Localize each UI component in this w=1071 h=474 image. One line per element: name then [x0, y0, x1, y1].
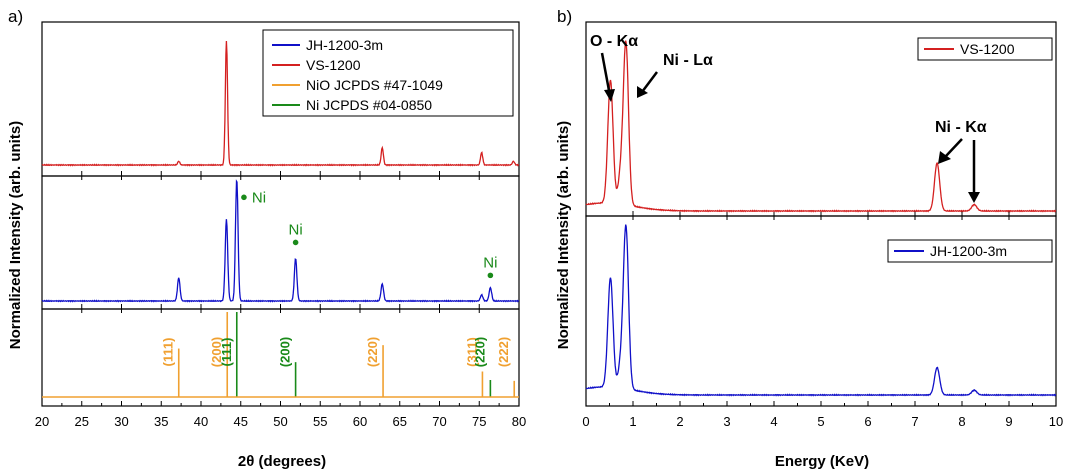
panel-b-x-tick-label: 6 [864, 414, 871, 429]
panel-a-x-label: 2θ (degrees) [238, 453, 326, 470]
panel-a-x-tick-label: 50 [273, 414, 287, 429]
panel-a-x-tick-label: 75 [472, 414, 486, 429]
arrowhead-ni-ka-1 [938, 151, 951, 164]
panel-a-x-tick-label: 45 [234, 414, 248, 429]
panel-b-x-label: Energy (KeV) [775, 453, 869, 470]
panel-b-x-tick-label: 8 [958, 414, 965, 429]
panel-b-legend-top: VS-1200 [917, 37, 1053, 61]
legend-label-vs: VS-1200 [306, 57, 361, 73]
series-line-vs-1200-eds [585, 40, 1057, 213]
panel-b-legend-top-box [917, 37, 1053, 61]
panel-b-x-tick-label: 5 [817, 414, 824, 429]
reference-hkl-label-8: (222) [496, 337, 511, 367]
arrowhead-o-ka [604, 89, 615, 102]
reference-hkl-label-2: (200) [209, 337, 224, 367]
reference-hkl-label-4: (200) [278, 337, 293, 367]
panel-a-x-tick-label: 30 [114, 414, 128, 429]
legend-label-ni: Ni JCPDS #04-0850 [306, 97, 432, 113]
panel-b-x-tick-label: 4 [770, 414, 777, 429]
reference-hkl-label-1: (111) [161, 338, 176, 367]
panel-a-x-tick-label: 70 [432, 414, 446, 429]
reference-hkl-label-6: (311) [464, 337, 479, 367]
panel-b-annotations: O - Kα Ni - Lα Ni - Kα [590, 33, 987, 203]
panel-a-x-tick-label: 20 [35, 414, 49, 429]
panel-b-legend-top-label: VS-1200 [960, 41, 1015, 57]
panel-b-x-tick-label: 1 [629, 414, 636, 429]
panel-b-x-tick-label: 10 [1049, 414, 1063, 429]
reference-hkl-label-7: (220) [472, 337, 487, 367]
panel-a-x-tick-label: 55 [313, 414, 327, 429]
series-line-jh-1200-3m-eds [585, 224, 1057, 397]
legend-label-nio: NiO JCPDS #47-1049 [306, 77, 443, 93]
panel-a-y-label: Normalized Intensity (arb. units) [7, 121, 24, 349]
panel-b-legend-bottom-box [887, 239, 1053, 263]
panel-b-x-tick-label: 7 [911, 414, 918, 429]
panel-a-x-tick-label: 65 [393, 414, 407, 429]
ni-annotation-dot-1 [241, 194, 247, 201]
panel-b-x-tick-label: 3 [723, 414, 730, 429]
panel-a-x-tick-label: 35 [154, 414, 168, 429]
panel-a-x-tick-label: 80 [512, 414, 526, 429]
series-line-vs-1200 [41, 40, 520, 167]
ni-annotation-dot-2 [292, 239, 299, 246]
legend-label-jh: JH-1200-3m [306, 37, 383, 53]
annotation-ni-la: Ni - Lα [663, 52, 713, 69]
arrow-o-ka [600, 52, 612, 97]
panel-a-subplot-frame-2 [41, 175, 520, 310]
panel-b-label: b) [557, 7, 572, 26]
arrowhead-ni-ka-2 [968, 192, 980, 203]
annotation-ni-ka: Ni - Kα [935, 119, 987, 136]
panel-a-x-tick-label: 60 [353, 414, 367, 429]
panel-a-x-tick-label: 40 [194, 414, 208, 429]
panel-b-x-tick-label: 2 [676, 414, 683, 429]
panel-b-y-label: Normalized Intensity (arb. units) [555, 121, 572, 349]
ni-annotation-label-2: Ni [289, 221, 303, 238]
panel-a-legend: JH-1200-3m VS-1200 NiO JCPDS #47-1049 Ni… [262, 29, 514, 117]
arrow-ni-ka-1 [945, 138, 963, 157]
series-line-jh-1200-3m [41, 179, 520, 303]
ni-annotation-label-3: Ni [483, 254, 497, 271]
panel-b-x-tick-label: 9 [1005, 414, 1012, 429]
panel-b-x-tick-label: 0 [582, 414, 589, 429]
reference-hkl-label-3: (111) [219, 338, 234, 367]
arrowhead-ni-la [637, 86, 648, 98]
panel-b-eds: 0 1 2 3 4 5 6 7 8 9 10 [582, 21, 1063, 429]
panel-a-legend-box [262, 29, 514, 117]
reference-hkl-label-5: (220) [365, 337, 380, 367]
ni-annotation-label-1: Ni [252, 189, 266, 206]
panel-b-legend-bottom-label: JH-1200-3m [930, 243, 1007, 259]
ni-annotation-dot-3 [487, 272, 494, 279]
panel-a-x-tick-label: 25 [75, 414, 89, 429]
arrow-ni-la [641, 71, 658, 93]
panel-b-legend-bottom: JH-1200-3m [887, 239, 1053, 263]
panel-a-label: a) [8, 7, 23, 26]
annotation-o-ka: O - Kα [590, 33, 638, 50]
